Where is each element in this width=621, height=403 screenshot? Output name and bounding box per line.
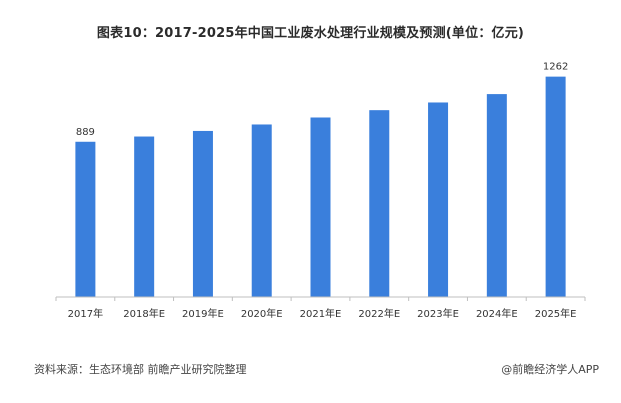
- bar-5: [369, 110, 390, 298]
- bar-3: [251, 124, 272, 297]
- x-tick-label-1: 2018年E: [123, 307, 165, 320]
- x-tick-label-4: 2021年E: [300, 307, 342, 320]
- data-labels-group: 889 1262: [76, 62, 568, 138]
- bar-4: [310, 117, 331, 297]
- chart-title: 图表10：2017-2025年中国工业废水处理行业规模及预测(单位：亿元): [96, 26, 525, 41]
- x-tick-label-6: 2023年E: [417, 307, 459, 320]
- bar-2: [192, 130, 213, 297]
- bar-7: [486, 94, 507, 297]
- x-tick-label-5: 2022年E: [358, 307, 400, 320]
- bars-group: [75, 76, 566, 298]
- x-tick-labels-group: 2017年 2018年E 2019年E 2020年E 2021年E 2022年E 2023年…: [55, 297, 586, 320]
- source-note: 资料来源：生态环境部 前瞻产业研究院整理: [34, 363, 247, 376]
- data-label-0: 889: [76, 127, 95, 138]
- bar-1: [134, 136, 155, 297]
- x-tick-label-7: 2024年E: [476, 307, 518, 320]
- x-tick-label-8: 2025年E: [535, 307, 577, 320]
- x-tick-label-2: 2019年E: [182, 307, 224, 320]
- bar-0: [75, 141, 96, 297]
- brand-credit: @前瞻经济学人APP: [501, 363, 599, 376]
- x-tick-label-3: 2020年E: [241, 307, 283, 320]
- bar-6: [428, 102, 449, 298]
- x-tick-label-0: 2017年: [68, 307, 103, 320]
- bar-8: [545, 76, 566, 298]
- data-label-8: 1262: [543, 62, 568, 73]
